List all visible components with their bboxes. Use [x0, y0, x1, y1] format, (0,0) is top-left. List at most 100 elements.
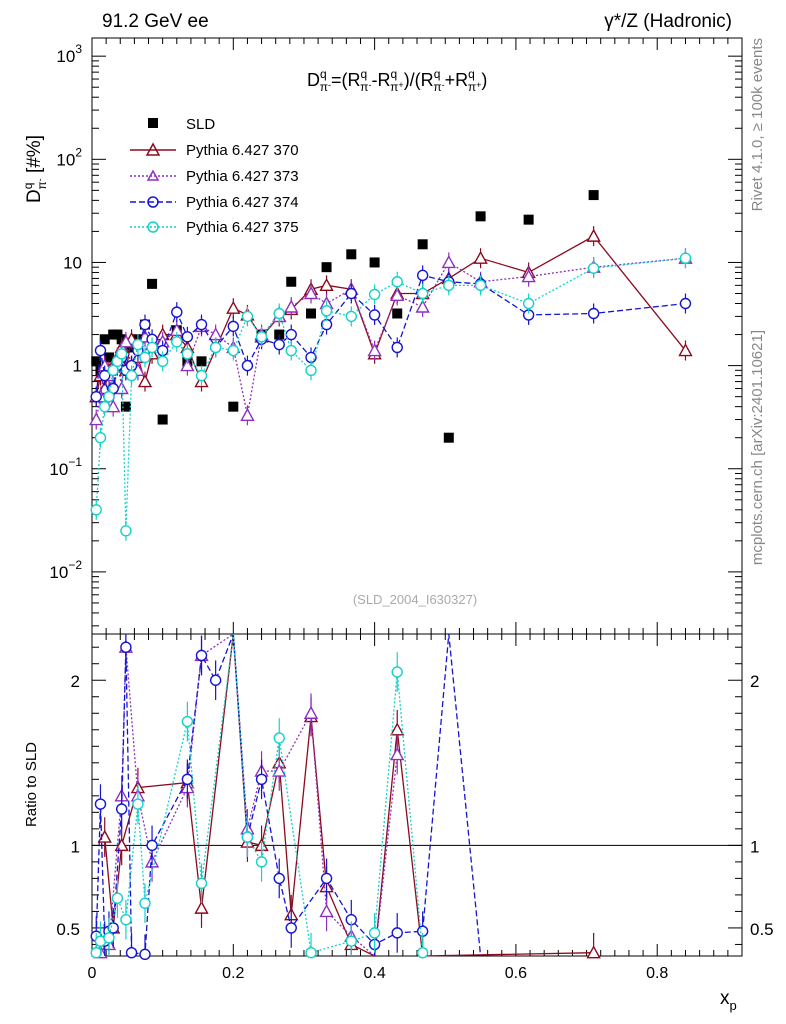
ratio-point: [241, 831, 254, 843]
data-point: [209, 341, 222, 354]
ratio-point: [120, 641, 132, 653]
ratio-point: [111, 892, 124, 904]
ratio-point: [103, 932, 115, 944]
legend-label-sld: SLD: [186, 116, 215, 133]
data-point: [417, 239, 428, 250]
main-data-group: [89, 190, 693, 541]
data-point: [228, 401, 239, 412]
ratio-point: [273, 872, 285, 885]
ratio-y-tick-label: 0.5: [56, 920, 80, 939]
data-point: [156, 355, 169, 368]
ratio-point: [303, 705, 319, 719]
data-point: [369, 257, 380, 268]
data-point: [521, 269, 536, 283]
ratio-point: [139, 897, 151, 909]
data-point: [391, 276, 403, 288]
data-point: [120, 525, 132, 537]
data-point: [346, 249, 357, 260]
data-point: [125, 369, 138, 382]
data-point: [227, 344, 240, 357]
data-point: [678, 343, 693, 357]
ratio-point: [97, 829, 112, 843]
ratio-point: [181, 773, 194, 786]
ratio-y-axis-label: Ratio to SLD: [23, 742, 40, 827]
data-point: [319, 277, 334, 292]
data-point: [255, 331, 268, 343]
data-point: [196, 356, 207, 367]
data-point: [195, 369, 208, 382]
data-point: [587, 262, 600, 274]
ratio-series-pythia-6-427-374: [90, 633, 482, 961]
data-point: [679, 252, 692, 264]
y-tick-label: 1: [73, 357, 82, 376]
data-point: [416, 269, 429, 282]
ratio-point: [90, 946, 102, 959]
legend: SLD Pythia 6.427 370 Pythia 6.427 373 Py…: [130, 116, 299, 236]
data-point: [240, 407, 255, 421]
ratio-point: [132, 798, 144, 810]
data-point: [273, 307, 285, 320]
ratio-line: [95, 633, 482, 957]
ratio-point: [319, 903, 334, 918]
data-point: [522, 297, 535, 310]
data-point: [90, 504, 102, 516]
ratio-point: [273, 732, 285, 744]
main-y-axis-label: Dqπ- [#%]: [21, 135, 49, 203]
data-point: [306, 308, 317, 319]
data-point: [103, 390, 115, 403]
data-point: [416, 287, 429, 300]
ratio-y-tick-label-right: 1: [750, 837, 759, 856]
data-point: [345, 287, 357, 300]
mcplots-reference-text: mcplots.cern.ch [arXiv:2401.10621]: [749, 330, 766, 565]
ratio-point: [390, 747, 405, 761]
ratio-series-pythia-6-427-373: [93, 632, 405, 959]
data-point: [588, 190, 599, 201]
data-point: [367, 343, 382, 357]
data-point: [241, 359, 254, 372]
y-tick-label: 10−1: [49, 455, 82, 479]
data-point: [441, 254, 456, 269]
data-point: [586, 228, 601, 242]
ratio-y-tick-label: 2: [71, 672, 80, 691]
ratio-point: [139, 948, 151, 961]
data-point: [284, 299, 299, 313]
data-point: [286, 276, 297, 287]
x-tick-label: 0: [88, 965, 97, 982]
data-point: [90, 390, 102, 403]
data-point: [391, 341, 403, 354]
data-point: [305, 364, 317, 377]
ratio-series-pythia-6-427-375: [90, 633, 429, 959]
data-point: [180, 358, 195, 372]
data-point: [171, 306, 183, 318]
legend-marker-370: [145, 142, 161, 156]
series-pythia-6-427-375: [90, 248, 692, 541]
formula-title: Dq π-=(Rq π--Rq π+)/(Rq π-+Rq π+): [307, 67, 487, 94]
data-point: [139, 318, 151, 331]
data-point: [94, 432, 107, 444]
data-point: [321, 262, 332, 273]
x-tick-label: 0.6: [505, 965, 527, 982]
data-point: [303, 286, 319, 300]
data-point: [390, 287, 405, 302]
data-point: [474, 279, 487, 292]
data-point: [320, 305, 333, 317]
data-point: [181, 331, 194, 343]
ratio-y-tick-label-right: 0.5: [750, 920, 774, 939]
data-point: [91, 356, 102, 367]
x-tick-label: 0.8: [646, 965, 668, 982]
ratio-point: [586, 945, 601, 959]
data-point: [115, 348, 128, 360]
ratio-point: [391, 927, 403, 939]
data-point: [94, 344, 107, 357]
data-point: [587, 307, 600, 320]
legend-marker-sld: [148, 118, 158, 128]
ratio-point: [209, 674, 222, 686]
ratio-point: [416, 946, 429, 959]
data-point: [146, 341, 158, 354]
legend-label-375: Pythia 6.427 375: [186, 219, 299, 236]
data-point: [139, 351, 151, 364]
header-right: γ*/Z (Hadronic): [604, 11, 732, 32]
ratio-point: [320, 872, 333, 885]
data-point: [107, 364, 119, 377]
